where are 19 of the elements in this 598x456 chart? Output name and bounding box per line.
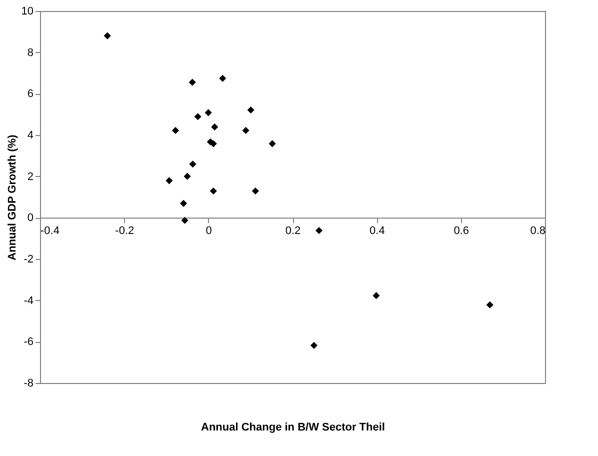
y-tick-label: -4	[24, 294, 34, 307]
y-axis-title: Annual GDP Growth (%)	[6, 134, 18, 260]
x-tick-label: 0.6	[454, 225, 469, 238]
x-tick-label: 0.4	[370, 225, 385, 238]
x-tick-label: 0.2	[285, 225, 301, 238]
y-tick-label: 4	[27, 130, 34, 142]
y-tick-label: 10	[21, 6, 34, 18]
y-tick-label: 0	[27, 212, 34, 224]
x-tick-label: 0.8	[530, 225, 546, 238]
x-tick-label: -0.2	[115, 225, 134, 238]
y-tick-label: 2	[27, 170, 34, 183]
y-tick-label: 8	[27, 46, 34, 59]
y-tick-label: -6	[24, 336, 34, 348]
y-tick-label: 6	[27, 88, 34, 100]
x-axis-title: Annual Change in B/W Sector Theil	[201, 422, 385, 434]
x-tick-label: -0.4	[40, 225, 60, 238]
x-tick-label: 0	[206, 225, 212, 238]
y-tick-label: -8	[24, 378, 34, 390]
y-tick-label: -2	[24, 254, 34, 266]
